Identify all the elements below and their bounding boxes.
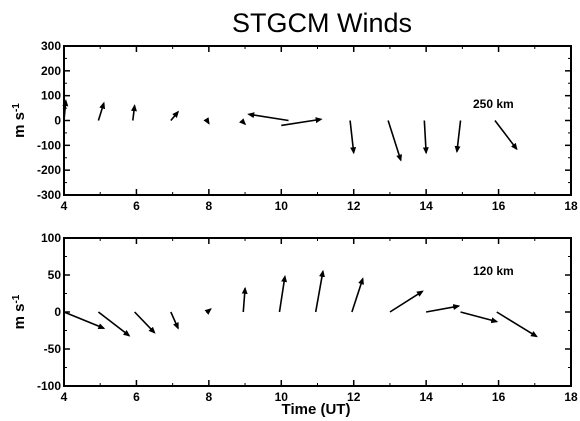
y-tick-label: 0	[54, 114, 61, 128]
x-tick-label: 6	[133, 390, 140, 404]
wind-arrow	[387, 120, 402, 162]
wind-arrow	[170, 110, 180, 122]
x-tick-label: 8	[206, 199, 213, 213]
x-tick-label: 10	[275, 199, 289, 213]
x-tick-label: 18	[564, 390, 578, 404]
x-tick-label: 14	[419, 390, 433, 404]
wind-arrow	[454, 120, 462, 154]
plot-frame	[63, 237, 572, 387]
wind-arrow	[204, 308, 212, 315]
x-tick-label: 16	[492, 199, 506, 213]
y-axis-label: m s-1	[11, 103, 28, 138]
wind-arrow	[494, 120, 518, 151]
wind-arrow	[314, 269, 325, 313]
x-tick-label: 12	[347, 390, 361, 404]
wind-arrow	[239, 118, 247, 126]
x-tick-label: 4	[61, 199, 68, 213]
y-tick-label: 300	[41, 39, 61, 53]
wind-arrow	[62, 99, 69, 121]
wind-arrow	[278, 274, 288, 313]
altitude-annotation: 120 km	[473, 264, 514, 278]
altitude-annotation: 250 km	[473, 97, 514, 111]
x-tick-label: 8	[206, 390, 213, 404]
x-tick-label: 14	[419, 199, 433, 213]
x-tick-label: 4	[61, 390, 68, 404]
wind-arrow	[130, 104, 137, 121]
x-tick-label: 10	[275, 390, 289, 404]
y-tick-label: -200	[37, 163, 61, 177]
wind-arrow	[389, 290, 424, 313]
y-tick-label: 200	[41, 64, 61, 78]
y-tick-label: 50	[48, 268, 62, 282]
wind-arrow	[97, 311, 131, 337]
x-tick-label: 12	[347, 199, 361, 213]
wind-arrow	[425, 304, 461, 313]
wind-arrow	[496, 311, 538, 338]
wind-arrow	[97, 101, 106, 121]
wind-arrow	[170, 311, 179, 330]
wind-arrow	[460, 311, 499, 324]
wind-arrow	[422, 120, 429, 155]
x-axis-label: Time (UT)	[282, 401, 351, 418]
wind-arrow	[203, 117, 210, 125]
wind-arrow	[134, 311, 156, 334]
y-tick-label: -50	[44, 342, 62, 356]
wind-arrow	[63, 311, 106, 330]
wind-arrow	[281, 117, 323, 127]
y-tick-label: 100	[41, 231, 61, 245]
x-tick-label: 16	[492, 390, 506, 404]
x-tick-label: 18	[564, 199, 578, 213]
y-tick-label: -100	[37, 379, 61, 393]
wind-arrow	[247, 112, 289, 122]
chart-title: STGCM Winds	[232, 8, 412, 38]
y-tick-label: 100	[41, 89, 61, 103]
wind-arrow	[349, 120, 357, 155]
panel-120km: 4 6 8 10 12 14 16 18 -100 -50 0 50 100 m s-1 120 km	[11, 231, 578, 404]
y-tick-label: 0	[54, 305, 61, 319]
y-tick-label: -100	[37, 138, 61, 152]
wind-arrow	[351, 277, 364, 313]
y-tick-label: -300	[37, 188, 61, 202]
wind-arrow	[241, 286, 248, 313]
y-axis-label: m s-1	[11, 294, 28, 329]
panel-250km: 4 6 8 10 12 14 16 18 -300 -200 -100 0 100 200 300 m s-1…	[11, 39, 578, 213]
x-tick-label: 6	[133, 199, 140, 213]
